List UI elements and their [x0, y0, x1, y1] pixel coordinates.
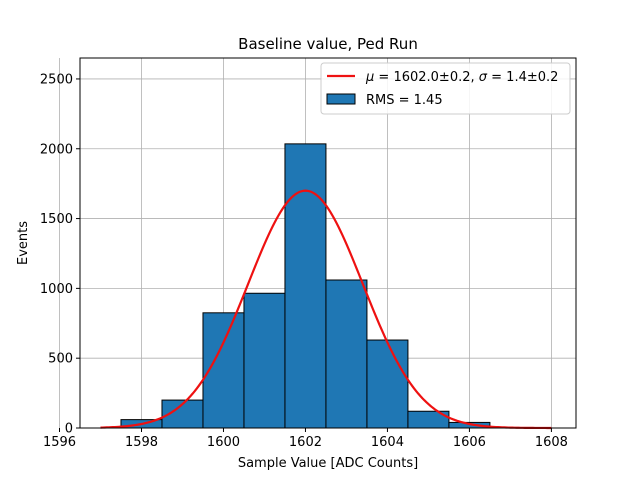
- y-tick-label: 2500: [40, 72, 73, 87]
- x-axis-label: Sample Value [ADC Counts]: [238, 456, 418, 471]
- histogram-bar: [325, 279, 368, 429]
- y-axis-ticks: 0 500 1000 1500 2000 2500: [40, 72, 80, 437]
- x-tick-label: 1606: [453, 435, 486, 450]
- legend-sigma-symbol: σ: [479, 70, 488, 85]
- y-axis-label: Events: [16, 221, 31, 265]
- legend-mu-value: = 1602.0±0.2,: [374, 70, 478, 85]
- y-tick-label: 1000: [40, 282, 73, 297]
- legend-histogram-label: RMS = 1.45: [366, 93, 443, 108]
- x-axis-ticks: 1596 1598 1600 1602 1604 1606 1608: [43, 428, 568, 450]
- x-tick-label: 1602: [289, 435, 322, 450]
- fit-curve: [100, 189, 552, 430]
- legend-histogram-swatch: [326, 93, 356, 105]
- y-tick-label: 500: [48, 352, 73, 367]
- legend-box: [320, 62, 571, 115]
- x-tick-label: 1596: [43, 435, 76, 450]
- gaussian-fit: [100, 189, 552, 430]
- x-tick-label: 1608: [535, 435, 568, 450]
- legend-mu-symbol: μ: [365, 70, 374, 85]
- x-tick-label: 1600: [207, 435, 240, 450]
- histogram-bar: [284, 143, 327, 429]
- histogram-bars: [120, 143, 491, 429]
- y-tick-label: 1500: [40, 212, 73, 227]
- legend: μ = 1602.0±0.2, σ = 1.4±0.2 RMS = 1.45: [320, 62, 571, 115]
- histogram-bar: [366, 339, 409, 429]
- y-tick-label: 0: [65, 422, 73, 437]
- x-tick-label: 1598: [125, 435, 158, 450]
- histogram-bar: [243, 292, 286, 429]
- legend-fit-label: μ = 1602.0±0.2, σ = 1.4±0.2: [365, 70, 558, 85]
- axes-frame: [79, 57, 577, 429]
- legend-sigma-value: = 1.4±0.2: [487, 70, 558, 85]
- x-tick-label: 1604: [371, 435, 404, 450]
- y-tick-label: 2000: [40, 142, 73, 157]
- chart-title: Baseline value, Ped Run: [238, 35, 418, 53]
